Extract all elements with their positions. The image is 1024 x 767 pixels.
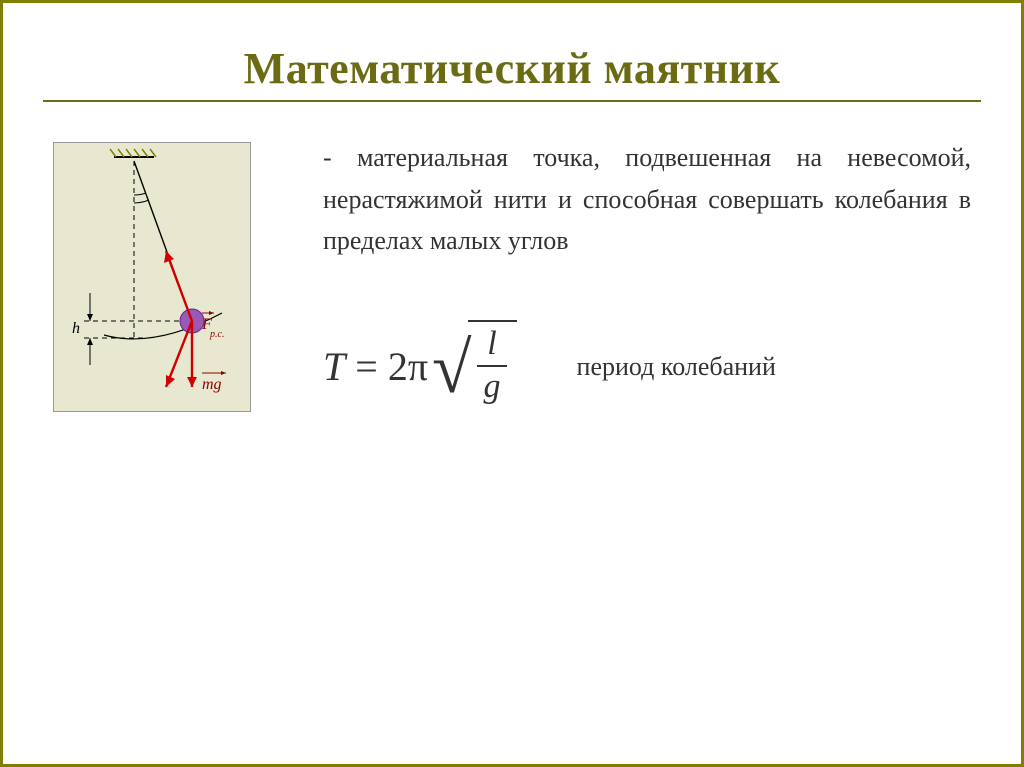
pendulum-svg: h F: [54, 143, 250, 411]
fraction: l g: [468, 320, 517, 410]
formula-row: T = 2π √ l g период колебаний: [323, 322, 971, 412]
definition-text: - материальная точка, подвешенная на нев…: [323, 137, 971, 262]
radical-sign: √: [432, 336, 472, 401]
fraction-denominator: g: [474, 367, 511, 410]
diagram-column: h F: [53, 142, 293, 412]
content-row: h F: [3, 132, 1021, 412]
sqrt: √ l g: [432, 322, 517, 412]
mg-label: mg: [202, 376, 222, 393]
fraction-numerator: l: [477, 322, 506, 367]
slide-title: Математический маятник: [3, 43, 1021, 94]
formula-coeff: 2π: [388, 343, 428, 390]
force-subscript: р.с.: [209, 329, 224, 340]
h-label: h: [72, 320, 80, 337]
text-column: - материальная точка, подвешенная на нев…: [323, 132, 971, 411]
pendulum-diagram: h F: [53, 142, 251, 412]
period-caption: период колебаний: [577, 352, 776, 382]
period-formula: T = 2π √ l g: [323, 322, 517, 412]
equals-sign: =: [355, 343, 378, 390]
slide: Математический маятник: [0, 0, 1024, 767]
formula-lhs: T: [323, 343, 345, 390]
title-underline: [43, 100, 981, 102]
